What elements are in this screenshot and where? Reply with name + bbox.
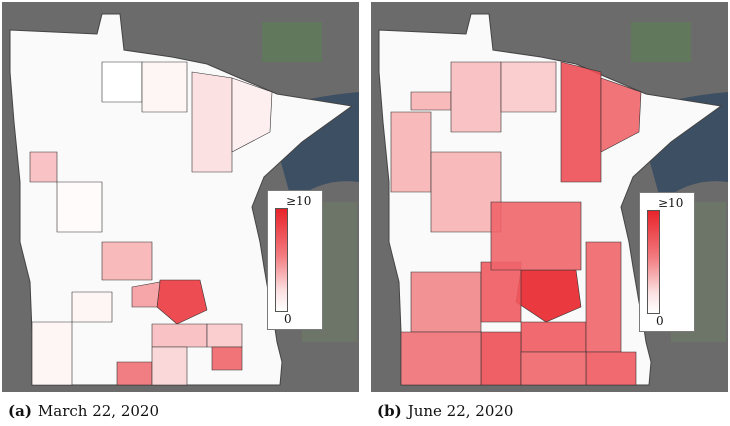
- legend-min-label: 0: [284, 312, 292, 326]
- legend-min-label: 0: [656, 314, 664, 328]
- county-shapes: [390, 61, 642, 386]
- county-c-west: [430, 151, 502, 233]
- color-legend: ≥10 0: [639, 192, 695, 332]
- county-n-wc: [410, 91, 452, 111]
- minnesota-county-map-b: [371, 2, 728, 392]
- county-s-b: [151, 346, 188, 386]
- caption-label-a: (a): [8, 402, 32, 420]
- county-n-red: [560, 61, 602, 183]
- county-w-strip: [29, 151, 58, 183]
- caption-a: (a) March 22, 2020: [8, 402, 159, 420]
- caption-date-a: March 22, 2020: [37, 402, 160, 420]
- county-sw-a: [410, 271, 482, 333]
- legend-max-label: ≥10: [286, 194, 312, 208]
- county-shapes: [29, 61, 273, 386]
- county-swr: [400, 331, 482, 386]
- county-metro-s: [520, 321, 587, 353]
- county-n-c: [141, 61, 188, 113]
- map-panel-b: ≥10 0: [371, 2, 728, 392]
- caption-b: (b) June 22, 2020: [377, 402, 513, 420]
- county-metro-n: [101, 241, 153, 281]
- legend-gradient-bar: [647, 210, 660, 314]
- county-se-b: [585, 351, 637, 386]
- canada-forest-area: [262, 22, 322, 62]
- county-se-a: [206, 323, 243, 348]
- color-legend: ≥10 0: [267, 190, 323, 330]
- legend-gradient-bar: [275, 208, 288, 312]
- county-c-west: [56, 181, 103, 233]
- county-n-c: [450, 61, 502, 133]
- caption-label-b: (b): [377, 402, 402, 420]
- county-se-b: [211, 346, 243, 371]
- county-ne-arrow: [191, 71, 233, 173]
- caption-date-b: June 22, 2020: [407, 402, 514, 420]
- canada-forest-area: [631, 22, 691, 62]
- county-ne-shore: [231, 77, 273, 153]
- county-ne-arrow: [600, 77, 642, 153]
- county-ne-shore: [500, 61, 557, 113]
- county-s-a: [480, 331, 522, 386]
- map-panel-a: ≥10 0: [2, 2, 359, 392]
- county-metro-n: [490, 201, 582, 271]
- county-metro-w: [480, 261, 522, 323]
- county-swr: [31, 321, 73, 386]
- county-metro-w: [131, 281, 161, 308]
- county-sw-a: [71, 291, 113, 323]
- county-s-b: [520, 351, 587, 386]
- county-s-a: [116, 361, 153, 386]
- county-metro-s: [151, 323, 208, 348]
- legend-max-label: ≥10: [658, 196, 684, 210]
- minnesota-county-map-a: [2, 2, 359, 392]
- county-se-a: [585, 241, 622, 353]
- county-n-wc: [101, 61, 143, 103]
- county-w-strip: [390, 111, 432, 193]
